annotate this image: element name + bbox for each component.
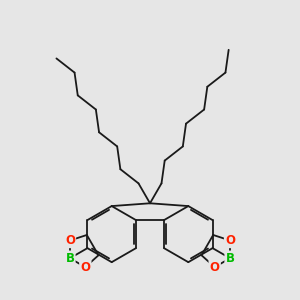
Text: O: O bbox=[80, 261, 90, 274]
Text: O: O bbox=[225, 234, 235, 247]
Text: O: O bbox=[65, 234, 75, 247]
Text: O: O bbox=[210, 261, 220, 274]
Text: B: B bbox=[226, 252, 235, 265]
Text: B: B bbox=[65, 252, 74, 265]
